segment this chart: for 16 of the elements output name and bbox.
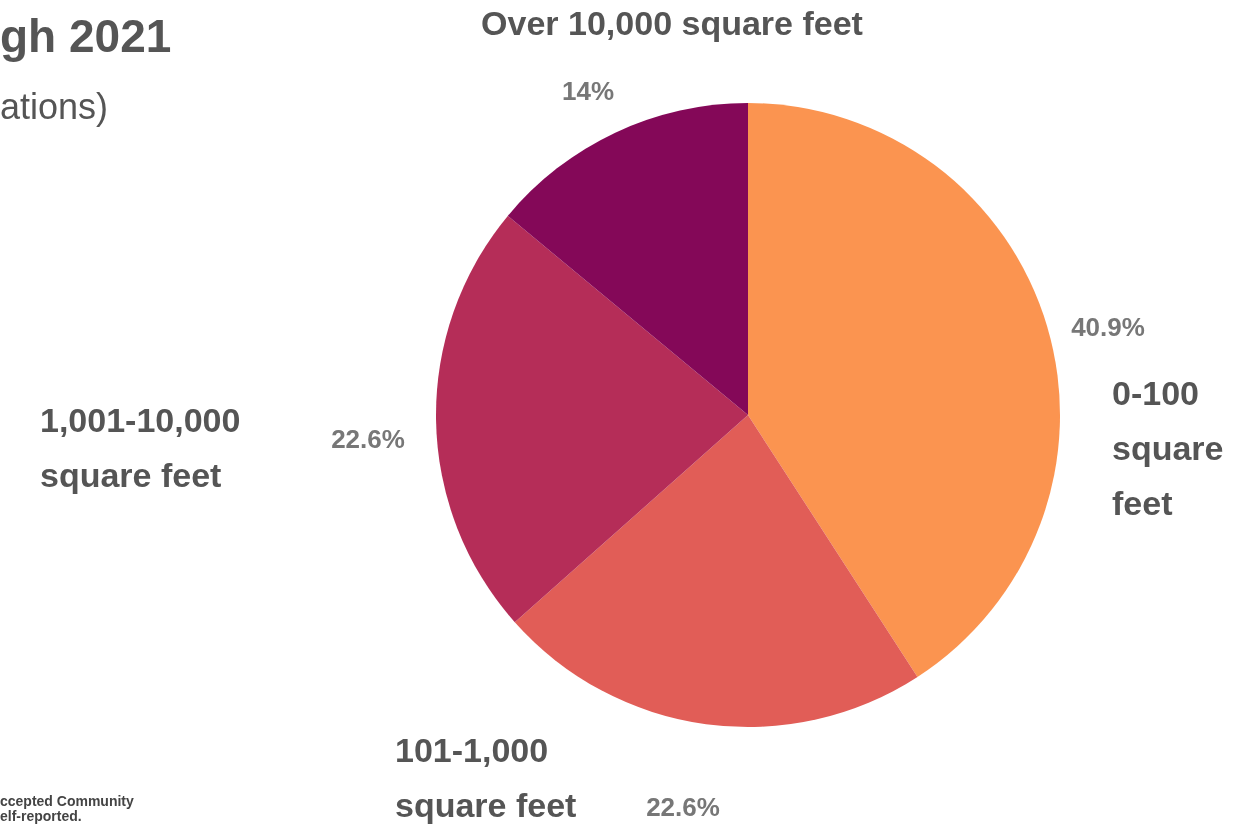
slice-label: 101-1,000 square feet [395,731,577,824]
pie-slice [507,103,748,415]
text: elf-reported. [0,808,82,824]
text: ccepted Community [0,793,135,809]
chart-title: gh 2021 [0,10,172,62]
pie-slice [514,415,918,727]
pie-slice [436,215,748,623]
data-label: 40.9% [1071,312,1145,342]
data-label: 14% [561,76,615,106]
pie-slice [748,103,1060,677]
slice-label: 1,001-10,000 square feet [40,401,241,494]
slice-label: Over 10,000 square feet [481,4,863,42]
slice-label: 0-100 square feet [1112,374,1224,522]
data-label: 22.6% [646,792,720,822]
text: ations) [0,86,109,127]
data-label: 22.6% [331,424,405,454]
